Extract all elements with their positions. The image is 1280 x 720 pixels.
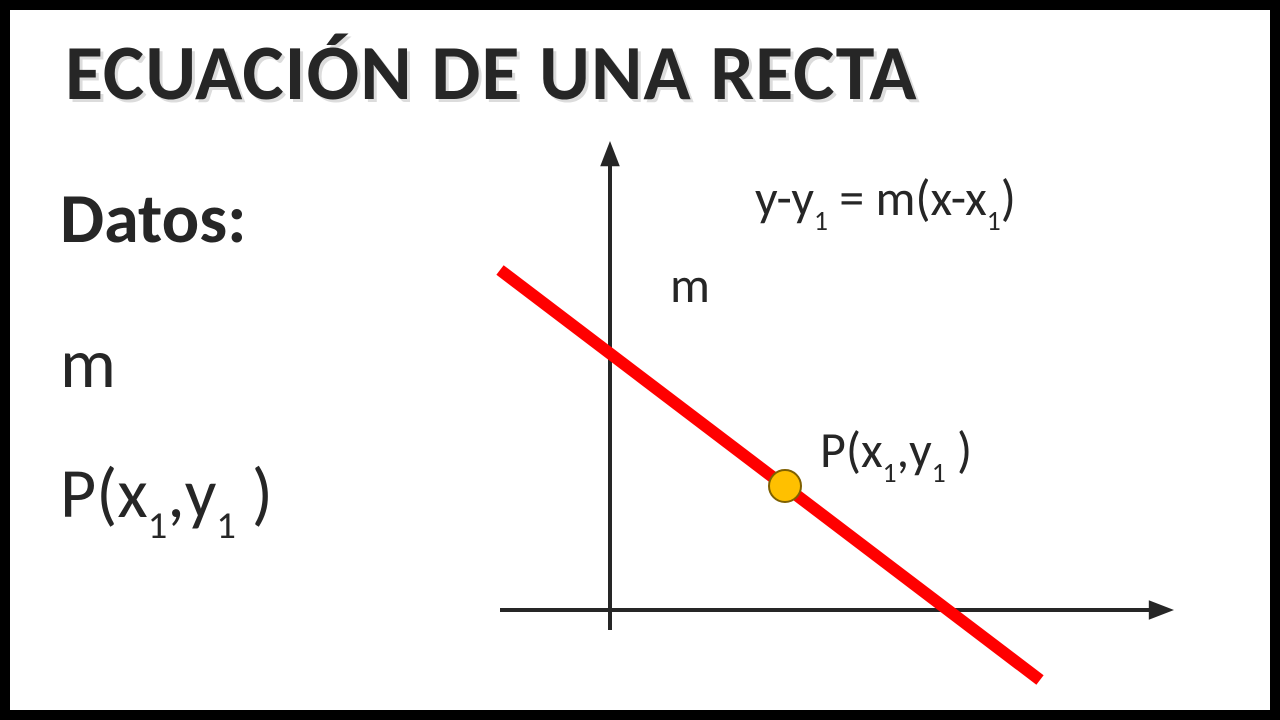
axes: [500, 141, 1174, 630]
datos-label: Datos:: [60, 175, 246, 261]
x-axis-arrowhead: [1149, 600, 1174, 620]
page-title: ECUACIÓN DE UNA RECTA: [65, 25, 918, 120]
point-marker: [769, 470, 801, 502]
y-axis-arrowhead: [600, 141, 620, 166]
m-data-label: m: [60, 320, 116, 406]
point-data-label: P(x1,y1 ): [60, 450, 273, 543]
red-line: [500, 270, 1040, 680]
coordinate-graph: [440, 140, 1200, 700]
canvas: ECUACIÓN DE UNA RECTA Datos: m P(x1,y1 )…: [10, 10, 1270, 710]
